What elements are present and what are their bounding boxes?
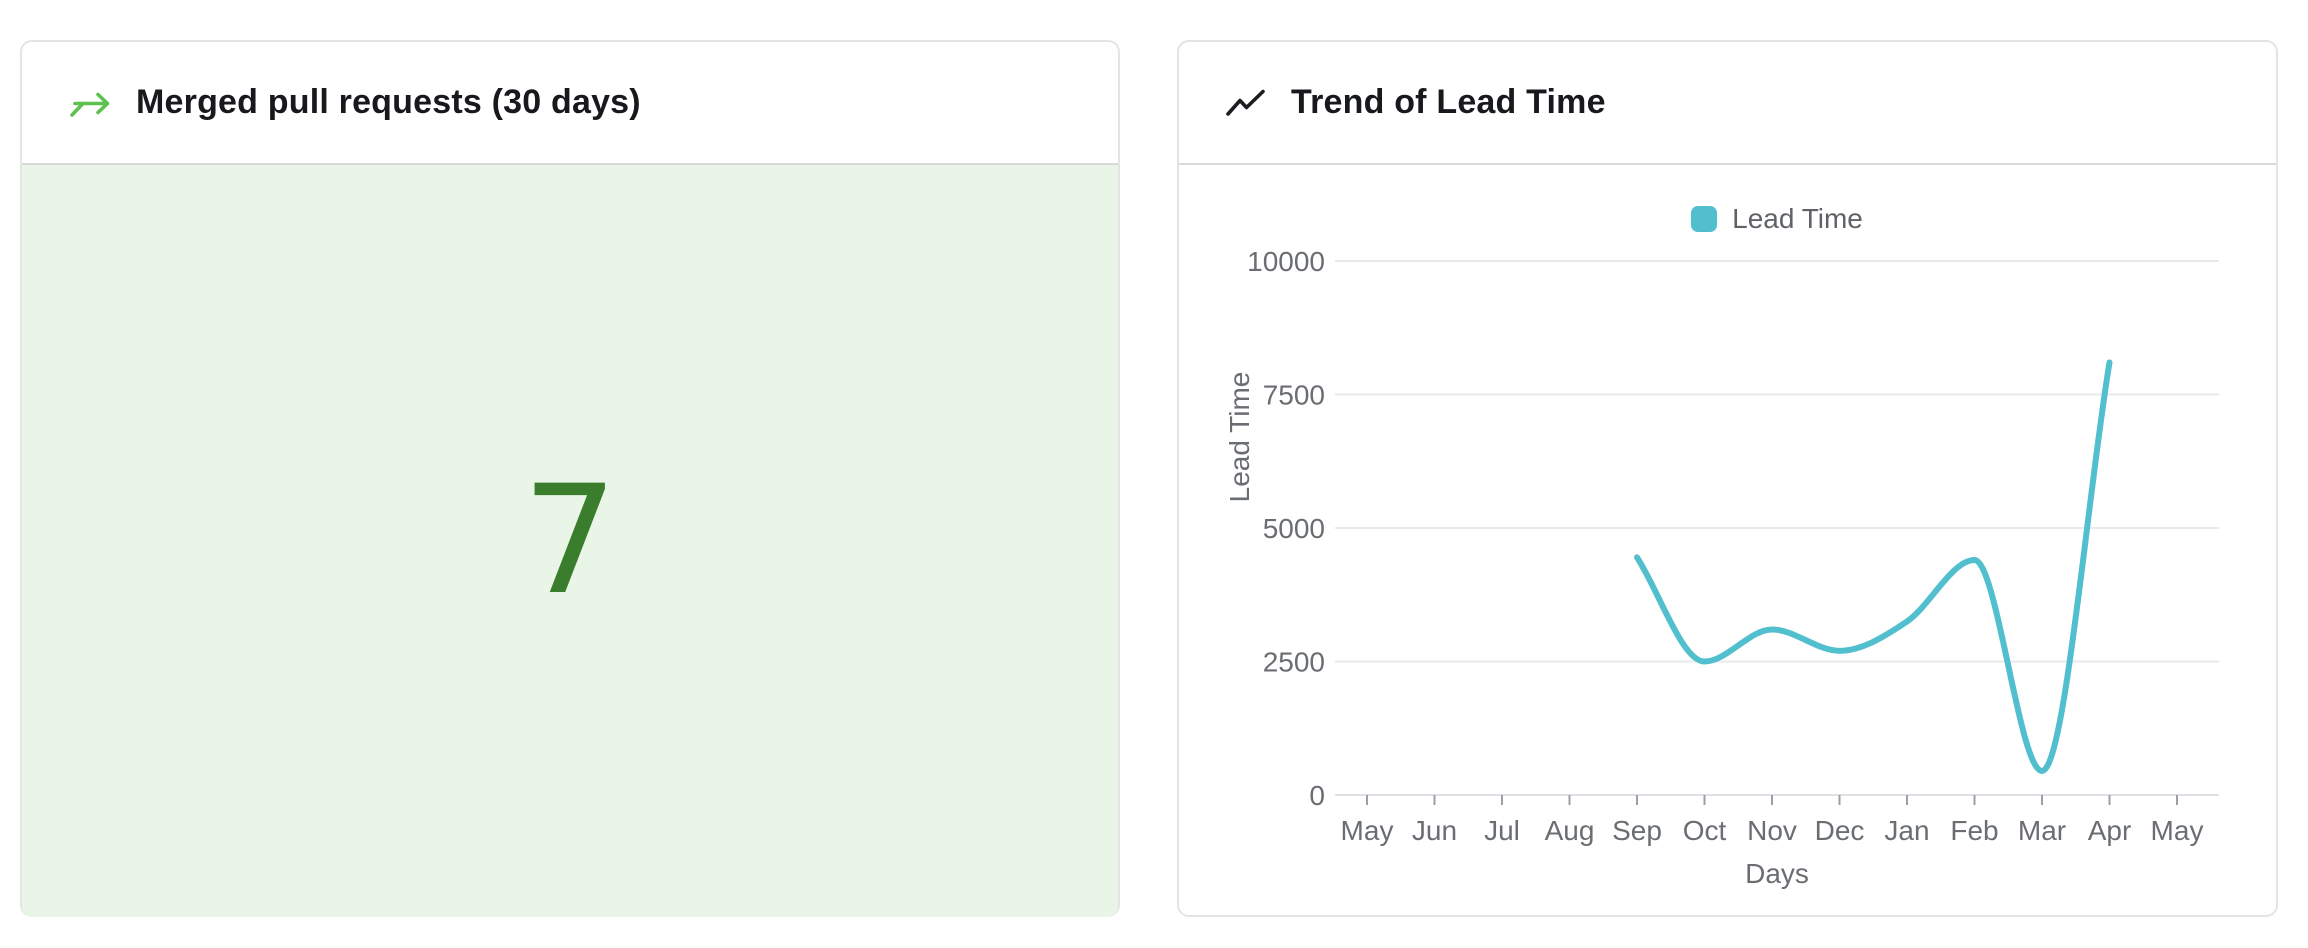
trend-up-icon: [1226, 89, 1265, 116]
svg-text:May: May: [2151, 815, 2204, 846]
svg-text:Oct: Oct: [1683, 815, 1727, 846]
merged-pr-count: 7: [522, 454, 618, 628]
legend-label: Lead Time: [1732, 203, 1863, 234]
svg-text:Sep: Sep: [1612, 815, 1662, 846]
svg-text:Mar: Mar: [2018, 815, 2066, 846]
svg-text:Jul: Jul: [1484, 815, 1520, 846]
svg-text:Days: Days: [1745, 858, 1809, 889]
svg-text:Lead Time: Lead Time: [1224, 372, 1255, 503]
svg-text:Apr: Apr: [2088, 815, 2132, 846]
lead-time-card-header: Trend of Lead Time: [1179, 42, 2276, 165]
git-merge-arrow-icon: [70, 92, 110, 117]
merged-pr-card-header: Merged pull requests (30 days): [22, 42, 1118, 165]
svg-text:2500: 2500: [1263, 647, 1325, 678]
svg-text:10000: 10000: [1247, 246, 1325, 277]
lead-time-card-title: Trend of Lead Time: [1291, 83, 1606, 121]
svg-text:Nov: Nov: [1747, 815, 1797, 846]
svg-text:Jan: Jan: [1884, 815, 1929, 846]
svg-text:Feb: Feb: [1950, 815, 1998, 846]
lead-time-card: Trend of Lead Time 0 2500 5000 7500 10000 May…: [1177, 40, 2278, 917]
merged-pr-value-panel: 7: [22, 165, 1118, 917]
merged-pr-card-title: Merged pull requests (30 days): [136, 83, 641, 121]
legend-swatch: [1691, 206, 1718, 232]
svg-text:May: May: [1341, 815, 1394, 846]
svg-text:Aug: Aug: [1545, 815, 1595, 846]
legend-item-lead-time[interactable]: Lead Time: [1691, 203, 1863, 235]
svg-text:Dec: Dec: [1815, 815, 1865, 846]
lead-time-chart-area: 0 2500 5000 7500 10000 May Jun Jul Aug Sep Oct Nov D…: [1179, 165, 2276, 917]
svg-text:5000: 5000: [1263, 513, 1325, 544]
legend: Lead Time: [1335, 203, 2219, 235]
merged-pr-card: Merged pull requests (30 days) 7: [20, 40, 1120, 917]
svg-text:Jun: Jun: [1412, 815, 1457, 846]
svg-text:7500: 7500: [1263, 380, 1325, 411]
svg-text:0: 0: [1309, 780, 1325, 811]
lead-time-chart[interactable]: 0 2500 5000 7500 10000 May Jun Jul Aug Sep Oct Nov D…: [1179, 165, 2280, 917]
